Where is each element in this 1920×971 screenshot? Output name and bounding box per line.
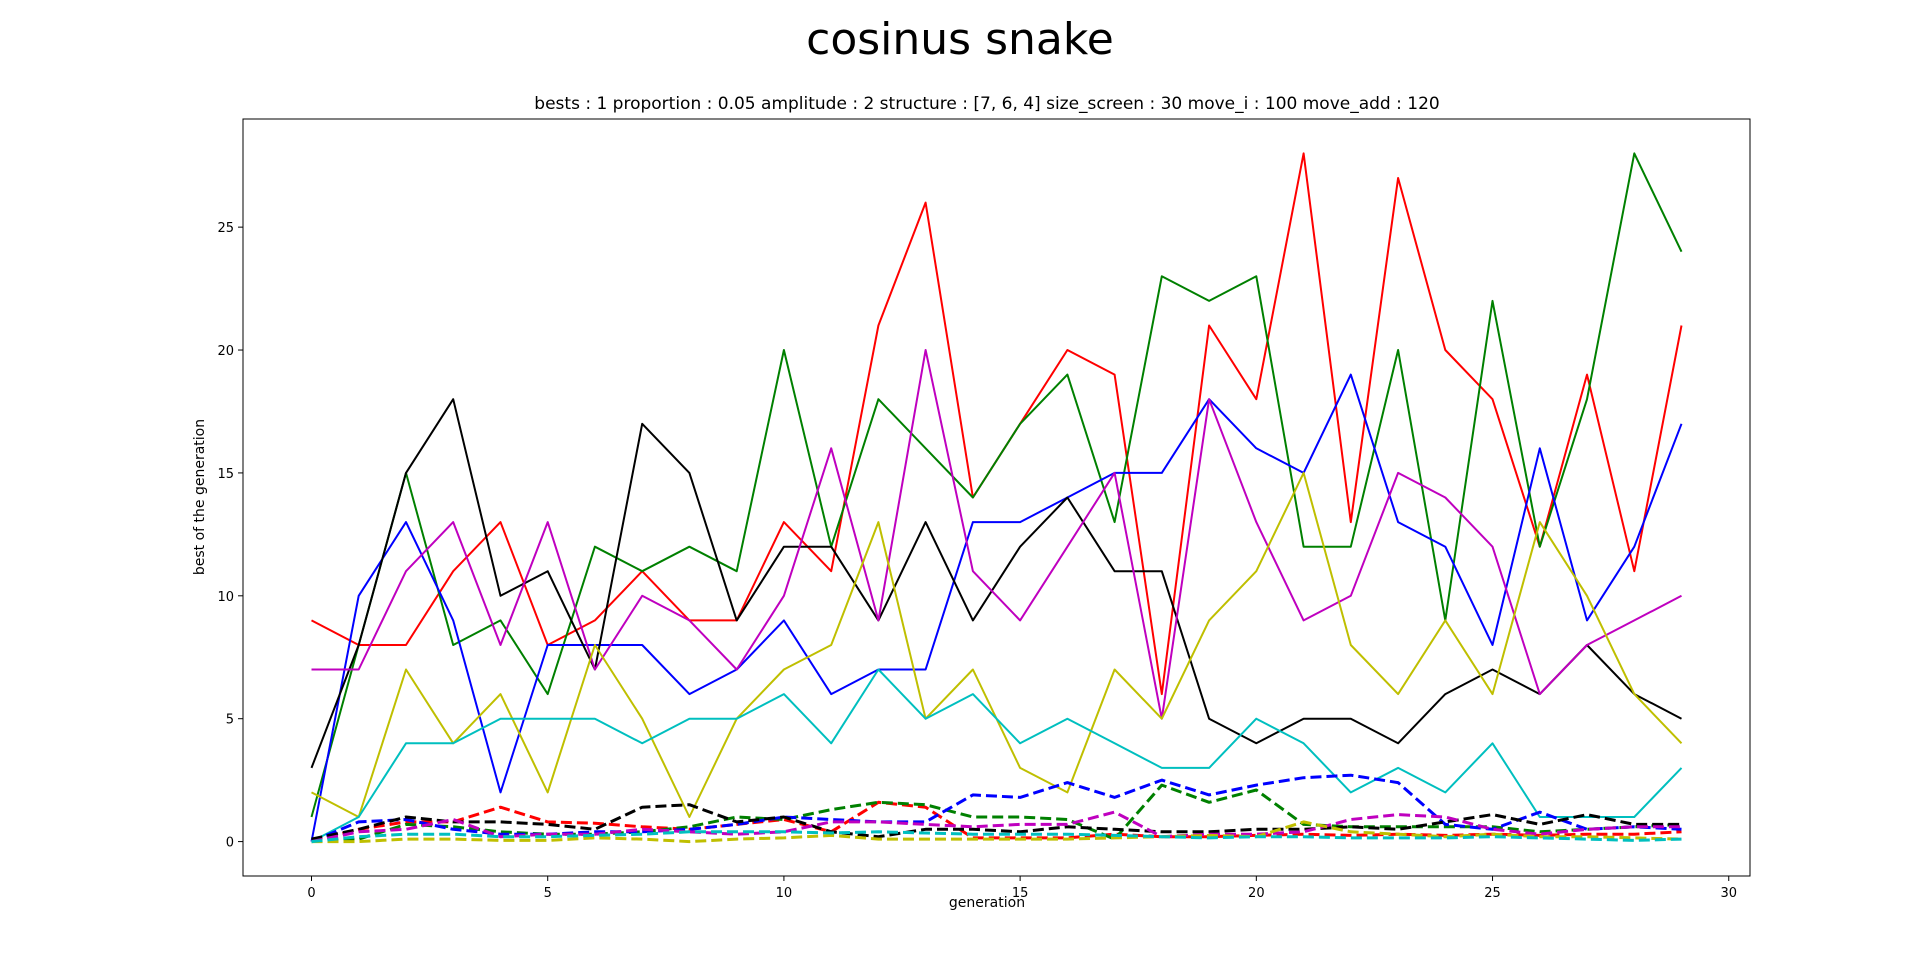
y-tick-label: 0	[226, 836, 234, 851]
x-tick-label: 20	[1248, 886, 1265, 901]
series-line-5	[311, 349, 1682, 720]
series-line-1	[311, 152, 1683, 696]
axes-border	[242, 118, 1751, 877]
x-tick-label: 0	[307, 886, 315, 901]
x-tick-label: 5	[544, 886, 552, 901]
axes-frame	[242, 118, 1751, 877]
plot-lines	[310, 152, 1683, 844]
chart-title: cosinus snake	[806, 14, 1114, 65]
y-tick-label: 25	[217, 221, 234, 236]
x-tick-label: 15	[1012, 886, 1029, 901]
series-line-2	[310, 152, 1683, 818]
x-tick-label: 30	[1720, 886, 1737, 901]
y-tick-label: 10	[217, 590, 234, 605]
x-tick-label: 10	[776, 886, 793, 901]
series-line-4	[310, 398, 1682, 769]
y-axis-ticks: 0 5 10 15 20 25	[217, 221, 243, 851]
series-line-12-dashed	[311, 810, 1682, 844]
series-line-14-dashed	[311, 830, 1682, 844]
series-line-11-dashed	[311, 803, 1682, 841]
x-tick-label: 25	[1484, 886, 1501, 901]
y-axis-label: best of the generation	[192, 419, 208, 575]
x-axis-label: generation	[949, 895, 1025, 911]
chart-subtitle: bests : 1 proportion : 0.05 amplitude : …	[534, 94, 1439, 114]
y-tick-label: 15	[217, 467, 234, 482]
y-tick-label: 5	[226, 713, 234, 728]
series-line-7	[311, 668, 1683, 843]
y-tick-label: 20	[217, 344, 234, 359]
series-line-3	[310, 373, 1683, 842]
x-axis-ticks: 0 5 10 15 20 25 30	[307, 876, 1737, 901]
